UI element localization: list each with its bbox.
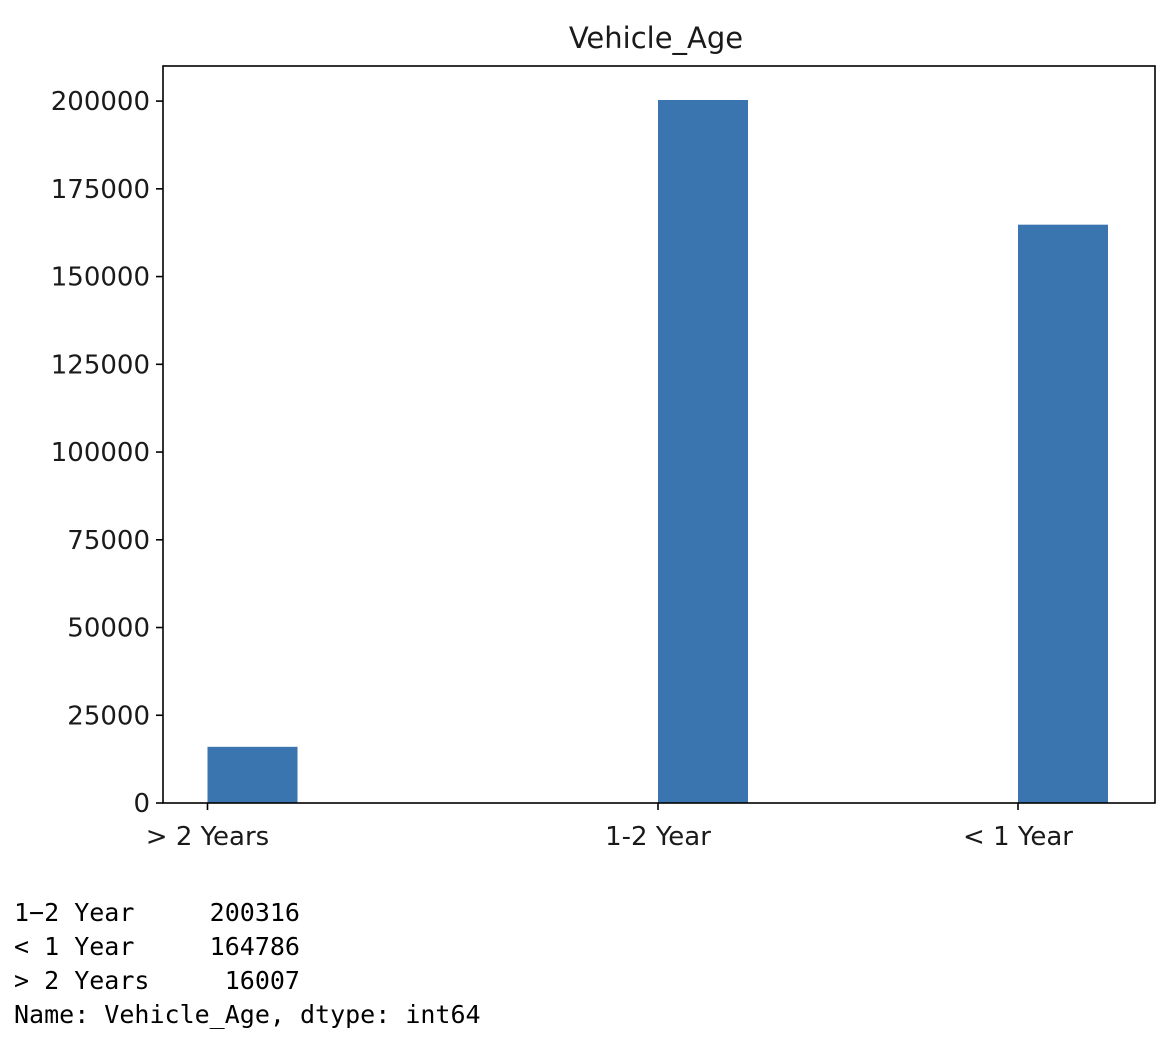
output-line-3: > 2 Years 16007 bbox=[14, 966, 300, 995]
y-tick-label: 100000 bbox=[51, 438, 150, 468]
y-tick-label: 125000 bbox=[51, 350, 150, 380]
y-tick-label: 200000 bbox=[51, 87, 150, 117]
y-tick-label: 150000 bbox=[51, 263, 150, 293]
y-tick-label: 50000 bbox=[67, 614, 150, 644]
bar-2-years bbox=[207, 746, 298, 803]
output-line-2: < 1 Year 164786 bbox=[14, 932, 300, 961]
output-text: 1−2 Year 200316 < 1 Year 164786 > 2 Year… bbox=[14, 896, 481, 1032]
bar-chart: Vehicle_Age > 2 Years 1-2 Year < 1 Year 0 25… bbox=[51, 21, 1156, 852]
y-tick-label: 175000 bbox=[51, 175, 150, 205]
bar-1-year bbox=[1018, 224, 1108, 803]
x-tick-label: > 2 Years bbox=[146, 822, 269, 852]
output-line-4: Name: Vehicle_Age, dtype: int64 bbox=[14, 1000, 481, 1029]
x-tick-label: < 1 Year bbox=[963, 822, 1073, 852]
y-tick-label: 25000 bbox=[67, 701, 150, 731]
x-tick-label: 1-2 Year bbox=[605, 822, 711, 852]
output-line-1: 1−2 Year 200316 bbox=[14, 898, 300, 927]
plot-frame bbox=[162, 65, 1156, 804]
y-tick-label: 75000 bbox=[67, 526, 150, 556]
y-tick-label: 0 bbox=[133, 789, 150, 819]
bar-1-2-year bbox=[658, 99, 748, 804]
chart-title: Vehicle_Age bbox=[569, 21, 743, 55]
